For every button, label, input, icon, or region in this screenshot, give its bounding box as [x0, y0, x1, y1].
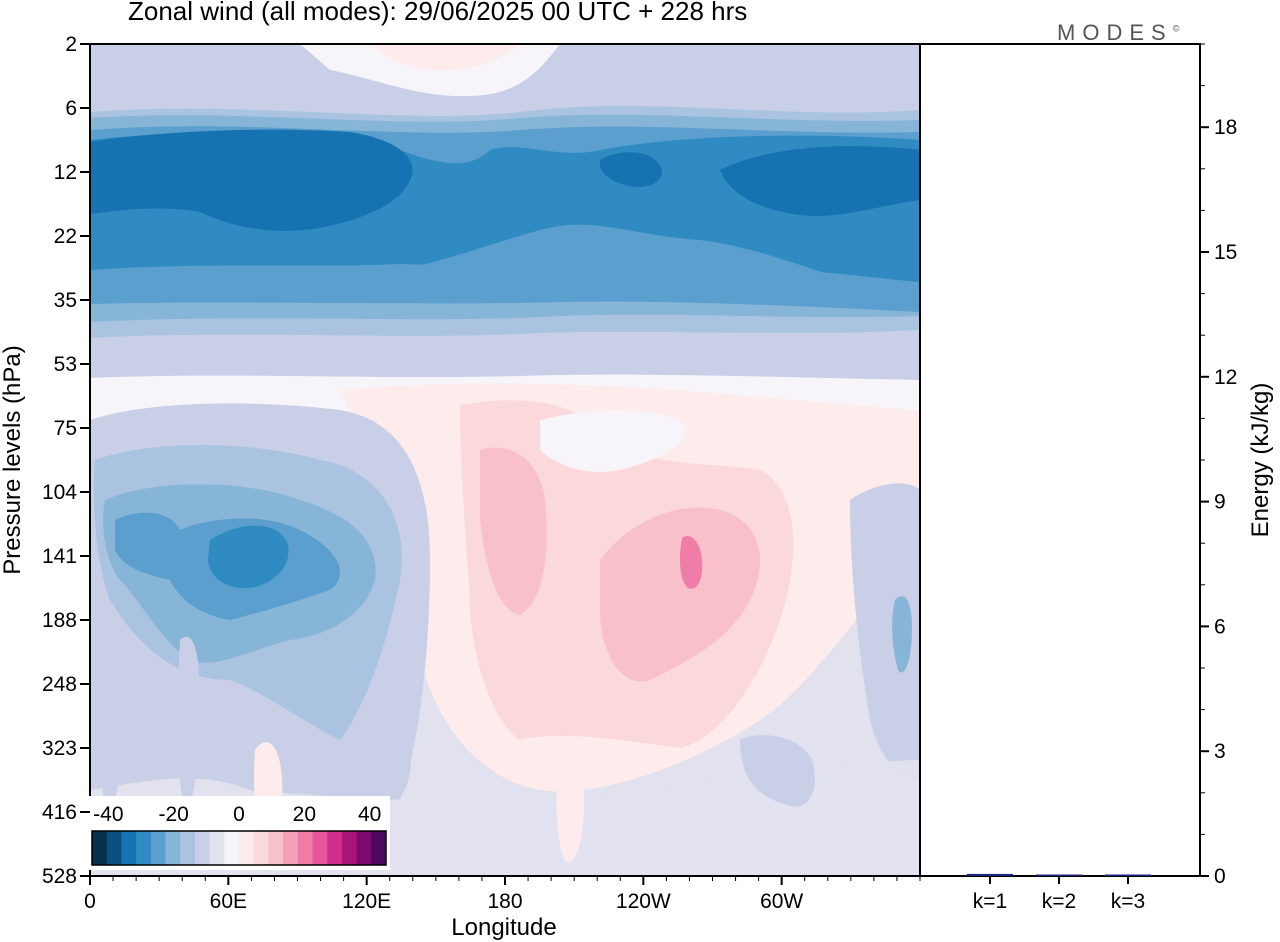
strat-core-east-2	[599, 152, 662, 187]
strat-core-east	[720, 146, 920, 217]
colorbar-swatch	[165, 831, 181, 865]
colorbar-frame	[91, 830, 387, 866]
pressure-tick-label: 323	[42, 737, 77, 760]
pressure-tick-label: 22	[54, 225, 77, 248]
westerly-max	[680, 536, 703, 589]
energy-category-label: k=2	[1042, 890, 1076, 913]
colorbar-tick-label: -40	[93, 803, 123, 826]
longitude-tick-label: 120W	[616, 890, 671, 913]
energy-category-label: k=3	[1111, 890, 1145, 913]
transition-band	[90, 330, 920, 380]
energy-bar	[967, 873, 1013, 876]
x-axis-label: Longitude	[451, 914, 556, 941]
westerly-zone-l3	[480, 447, 547, 615]
wind-field	[90, 44, 920, 876]
colorbar-tick-label: 20	[293, 803, 316, 826]
longitude-tick-label: 0	[84, 890, 96, 913]
longitude-tick-label: 180	[487, 890, 522, 913]
pressure-tick-label: 2	[65, 33, 77, 56]
upper-pink-patch	[370, 44, 520, 70]
pressure-tick-label: 141	[42, 545, 77, 568]
west-easterly-core	[892, 596, 912, 673]
colorbar-swatch	[297, 831, 313, 865]
pressure-tick-label: 416	[42, 801, 77, 824]
strat-lower-edge	[90, 264, 920, 312]
colorbar-swatch	[180, 831, 196, 865]
pressure-axis: 2 6 12 22 35 53 75 104 141 188 248 323 416 528	[42, 33, 90, 888]
energy-tick-label: 12	[1214, 366, 1237, 389]
colorbar-tick-label: 0	[233, 803, 245, 826]
y-axis-label: Pressure levels (hPa)	[0, 345, 26, 574]
energy-panel: 0 3 6 9 12 15 18 k=1 k=2 k=3	[967, 43, 1237, 913]
energy-category-label: k=1	[973, 890, 1007, 913]
colorbar-swatch	[356, 831, 372, 865]
modes-logo: MODES©	[1057, 20, 1179, 46]
longitude-tick-label: 60W	[760, 890, 803, 913]
chart-title: Zonal wind (all modes): 29/06/2025 00 UT…	[128, 0, 748, 26]
copyright-mark: ©	[1172, 23, 1180, 34]
pressure-tick-label: 6	[65, 97, 77, 120]
energy-tick-label: 6	[1214, 615, 1226, 638]
colorbar-tick-label: 40	[358, 803, 381, 826]
colorbar-swatch	[239, 831, 255, 865]
pressure-tick-label: 53	[54, 353, 77, 376]
energy-bar	[1036, 874, 1082, 876]
pressure-tick-label: 528	[42, 865, 77, 888]
colorbar: -40 -20 0 20 40	[88, 796, 390, 870]
colorbar-swatch	[224, 831, 240, 865]
energy-axis-label: Energy (kJ/kg)	[1247, 383, 1274, 538]
colorbar-swatch	[92, 831, 108, 865]
colorbar-swatch	[283, 831, 299, 865]
colorbar-swatch	[341, 831, 358, 865]
west-easterly-patch	[850, 483, 920, 780]
pressure-tick-label: 75	[54, 417, 77, 440]
colorbar-swatch	[327, 831, 343, 865]
colorbar-swatch	[209, 831, 225, 865]
easterly-window	[540, 410, 686, 472]
pressure-tick-label: 188	[42, 609, 77, 632]
longitude-axis: 0 60E 120E 180 120W 60W	[84, 876, 921, 913]
colorbar-swatch	[136, 831, 152, 865]
easterly-core	[208, 525, 289, 589]
brand-text: MODES	[1057, 20, 1173, 45]
energy-bar	[1105, 874, 1151, 876]
colorbar-swatch	[106, 831, 122, 865]
pressure-tick-label: 35	[54, 289, 77, 312]
energy-tick-label: 15	[1214, 241, 1237, 264]
colorbar-tick-label: -20	[158, 803, 188, 826]
energy-tick-label: 0	[1214, 865, 1226, 888]
colorbar-swatch	[268, 831, 284, 865]
colorbar-swatch	[312, 831, 328, 865]
colorbar-swatch	[121, 831, 137, 865]
energy-panel-frame	[919, 43, 1201, 877]
energy-tick-label: 3	[1214, 740, 1226, 763]
westerly-zone-l3b	[600, 507, 760, 682]
pressure-tick-label: 12	[54, 161, 77, 184]
strat-core-west	[90, 129, 413, 231]
colorbar-swatch	[150, 831, 166, 865]
energy-tick-label: 9	[1214, 491, 1226, 514]
colorbar-swatch	[371, 831, 387, 865]
longitude-tick-label: 120E	[342, 890, 391, 913]
energy-tick-label: 18	[1214, 116, 1237, 139]
pressure-tick-label: 104	[42, 481, 77, 504]
colorbar-swatch	[253, 831, 269, 865]
longitude-tick-label: 60E	[210, 890, 247, 913]
pressure-tick-label: 248	[42, 673, 77, 696]
colorbar-swatch	[194, 831, 211, 865]
